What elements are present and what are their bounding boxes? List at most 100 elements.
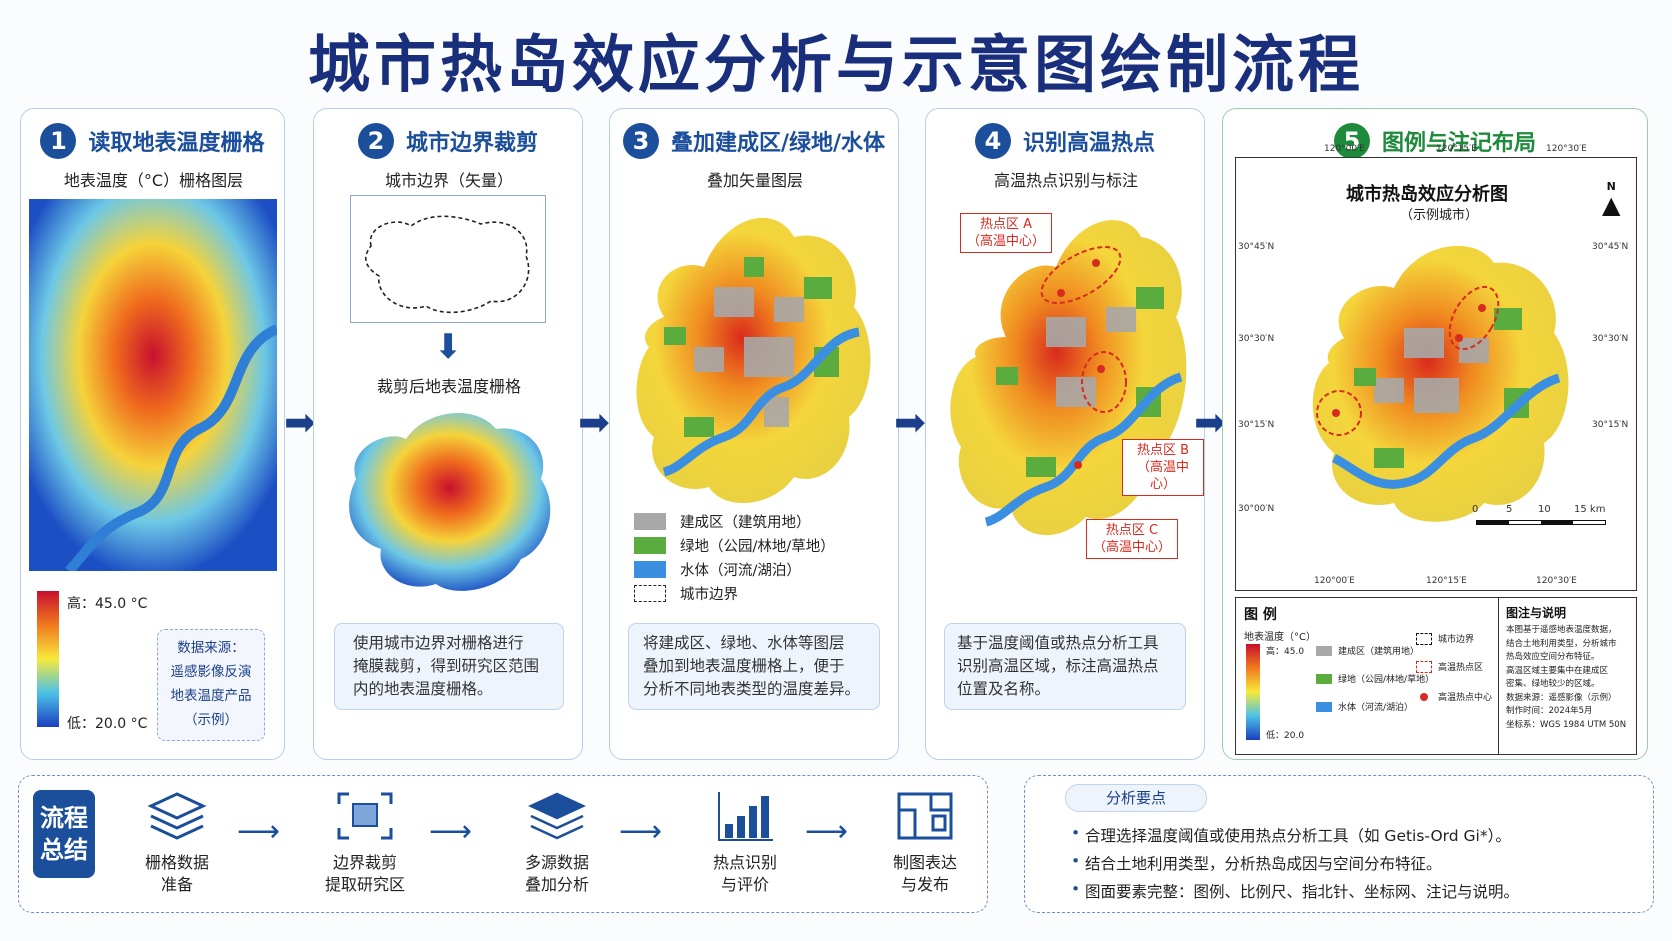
note-line: 本图基于遥感地表温度数据， — [1506, 625, 1617, 635]
step3-number: 3 — [622, 123, 659, 159]
temperature-raster — [29, 199, 277, 571]
flow-step-label: 栅格数据 — [144, 853, 209, 872]
layers-icon — [147, 792, 207, 840]
desc-line: 分析不同地表类型的温度差异。 — [643, 680, 861, 698]
flow-step-raster: 栅格数据 准备 — [117, 790, 237, 896]
desc-line: 识别高温区域，标注高温热点 — [957, 657, 1159, 675]
desc-line: 掩膜裁剪，得到研究区范围 — [353, 657, 540, 675]
right-tick: 30°15′N — [1592, 420, 1629, 430]
key-points-tag: 分析要点 — [1065, 784, 1207, 812]
bottom-tick: 120°00′E — [1314, 576, 1355, 586]
hotspot-c-name: 热点区 C — [1105, 523, 1159, 538]
clipped-raster — [349, 412, 551, 591]
legend-low-label: 低：20.0 °C — [67, 716, 148, 732]
left-tick: 30°45′N — [1238, 242, 1275, 252]
source-line: （示例） — [184, 712, 238, 728]
city-boundary-outline — [364, 215, 530, 314]
step2-panel: 2 城市边界裁剪 城市边界（矢量） ⬇ 裁剪后地表温度栅格 使用城市边界对栅格进行… — [313, 108, 583, 760]
key-point: 图面要素完整：图例、比例尺、指北针、坐标网、注记与说明。 — [1071, 880, 1519, 902]
desc-line: 内的地表温度栅格。 — [353, 680, 493, 698]
scale-label: 10 — [1538, 504, 1551, 515]
right-tick: 30°45′N — [1592, 242, 1629, 252]
north-label: N — [1606, 180, 1616, 193]
step2-description: 使用城市边界对栅格进行 掩膜裁剪，得到研究区范围 内的地表温度栅格。 — [334, 623, 564, 710]
notes-body: 本图基于遥感地表温度数据， 结合土地利用类型，分析城市 热岛效应空间分布特征。 … — [1506, 624, 1636, 732]
legend-built-label: 建成区（建筑用地） — [680, 515, 811, 531]
step3-title: 叠加建成区/绿地/水体 — [670, 131, 886, 156]
final-temp-bar — [1246, 644, 1260, 740]
swatch-green — [634, 537, 666, 554]
stack-icon — [528, 792, 586, 840]
bar-chart-icon — [718, 792, 773, 841]
hotspot-a-label: 热点区 A （高温中心） — [960, 213, 1053, 253]
map-layout-icon — [897, 792, 953, 840]
flow-step-label: 多源数据 — [524, 853, 589, 872]
scale-label: 5 — [1506, 504, 1513, 515]
source-line: 数据来源： — [177, 640, 245, 656]
legend-built: 建成区（建筑用地） — [634, 511, 811, 532]
legend-item-label: 水体（河流/湖泊） — [1338, 703, 1414, 713]
note-line: 数据来源：遥感影像（示例） — [1506, 692, 1617, 703]
legend-water: 水体（河流/湖泊） — [634, 559, 801, 580]
bottom-tick: 120°15′E — [1426, 576, 1467, 586]
down-arrow-icon: ⬇ — [434, 327, 463, 367]
legend-title: 图 例 — [1244, 607, 1277, 623]
key-points-box: 分析要点 合理选择温度阈值或使用热点分析工具（如 Getis-Ord Gi*）。… — [1024, 775, 1654, 913]
step3-subtitle: 叠加矢量图层 — [706, 171, 803, 190]
hotspot-b-label: 热点区 B （高温中心） — [1122, 439, 1204, 496]
flow-step-label: 与评价 — [720, 875, 769, 894]
step4-number: 4 — [974, 123, 1011, 159]
flow-badge: 流程 总结 — [33, 790, 95, 878]
flow-step-clip: 边界裁剪 提取研究区 — [305, 790, 425, 896]
hotspot-a-name: 热点区 A — [979, 217, 1033, 232]
legend-item-label: 城市边界 — [1438, 635, 1475, 645]
flow-arrow-icon: ⟶ — [805, 814, 849, 849]
final-legend-water: 水体（河流/湖泊） — [1316, 700, 1413, 713]
flow-arrow-icon: ➡ — [578, 400, 610, 444]
bottom-tick: 120°30′E — [1536, 576, 1577, 586]
data-source-box: 数据来源： 遥感影像反演 地表温度产品 （示例） — [157, 629, 265, 741]
flow-arrow-icon: ⟶ — [619, 814, 663, 849]
final-map-frame: 120°00′E 120°15′E 120°30′E 城市热岛效应分析图 （示例… — [1235, 144, 1637, 591]
hotspot-c-label: 热点区 C （高温中心） — [1086, 519, 1179, 559]
crop-icon — [337, 792, 393, 840]
step3-panel: 3 叠加建成区/绿地/水体 叠加矢量图层 建成区（建筑用地） 绿地（公园/林地/草… — [609, 108, 899, 760]
flow-summary: 流程 总结 栅格数据 准备 ⟶ 边界裁剪 提取研究区 ⟶ 多源数据 叠加分析 ⟶ 热点识… — [18, 775, 988, 913]
flow-step-label: 准备 — [160, 875, 193, 894]
step1-title: 读取地表温度栅格 — [88, 131, 265, 156]
note-line: 结合土地利用类型，分析城市 — [1506, 638, 1617, 649]
hotspot-b-name: 热点区 B — [1136, 443, 1190, 458]
step1-number: 1 — [40, 123, 77, 159]
final-legend-box: 图 例 地表温度（°C） 高：45.0 低：20.0 建成区（建筑用地） 绿地（… — [1235, 597, 1637, 755]
hotspot-c-note: （高温中心） — [1093, 540, 1172, 555]
flow-step-hotspot: 热点识别 与评价 — [685, 790, 805, 896]
note-line: 高温区域主要集中在建成区 — [1506, 665, 1609, 676]
source-line: 地表温度产品 — [170, 688, 252, 704]
map-subtitle: （示例城市） — [1400, 208, 1479, 223]
legend-boundary: 城市边界 — [634, 583, 738, 604]
step4-panel: 4 识别高温热点 高温热点识别与标注 热点区 A （高温中心） 热点区 B （高温中心… — [925, 108, 1205, 760]
legend-item-label: 绿地（公园/林地/草地） — [1338, 675, 1435, 685]
legend-high-label: 高：45.0 °C — [67, 596, 148, 612]
key-point: 合理选择温度阈值或使用热点分析工具（如 Getis-Ord Gi*）。 — [1071, 824, 1511, 846]
swatch-water — [634, 561, 666, 578]
left-tick: 30°15′N — [1238, 420, 1275, 430]
flow-badge-line: 流程 — [40, 804, 88, 832]
legend-boundary-label: 城市边界 — [680, 587, 738, 603]
boundary-vector-box — [350, 195, 546, 323]
flow-arrow-icon: ⟶ — [429, 814, 473, 849]
note-line: 制作时间：2024年5月 — [1506, 706, 1593, 716]
source-line: 遥感影像反演 — [170, 664, 252, 680]
desc-line: 基于温度阈值或热点分析工具 — [957, 634, 1159, 652]
final-legend-built: 建成区（建筑用地） — [1316, 644, 1419, 657]
legend-green: 绿地（公园/林地/草地） — [634, 535, 835, 556]
step2-number: 2 — [357, 123, 394, 159]
right-tick: 30°30′N — [1592, 334, 1629, 344]
flow-step-label: 边界裁剪 — [332, 853, 397, 872]
flow-arrow-icon: ➡ — [1194, 400, 1226, 444]
scale-label: 15 km — [1574, 504, 1606, 515]
final-legend-green: 绿地（公园/林地/草地） — [1316, 672, 1434, 685]
step4-title: 识别高温热点 — [1022, 131, 1155, 156]
left-tick: 30°30′N — [1238, 334, 1275, 344]
